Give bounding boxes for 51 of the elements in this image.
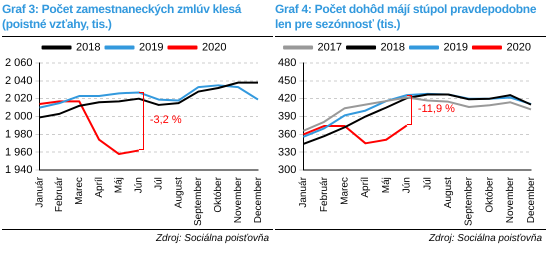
x-tick-label: Júl [422,177,434,190]
y-tick-label: 330 [278,146,296,158]
chart-title: Graf 3: Počet zamestnaneckých zmlúv klesá (poistné vzťahy, tis.) [2,2,273,37]
x-tick-label: December [252,176,264,224]
x-tick-label: August [173,176,184,208]
x-tick-label: Február [54,176,66,212]
x-tick-label: Marec [339,177,350,205]
x-tick-label: Január [34,176,46,208]
legend-label: 2018 [380,42,406,54]
x-tick-label: Január [298,176,310,208]
text: Zdroj: Sociálna poisťovňa [156,233,269,244]
x-tick-label: Marec [74,177,85,205]
x-tick-label: Február [318,176,330,212]
x-tick-label: Apríl [94,177,105,198]
text: Zdroj: Sociálna poisťovňa [428,233,542,244]
legend-label: 2019 [444,42,468,54]
legend-label: 2018 [76,42,101,54]
x-tick-label: Október [213,176,224,213]
y-tick-label: 450 [278,74,296,87]
x-tick-label: September [464,176,475,226]
x-tick-label: September [193,176,204,226]
x-tick-label: November [232,176,244,224]
chart-title: Graf 4: Počet dohôd májí stúpol pravdepodobne len pre sezónnosť (tis.) [275,2,546,37]
y-tick-label: 420 [278,92,296,105]
x-tick-label: Máj [114,177,125,194]
x-tick-label: November [505,176,516,224]
y-tick-label: 2 000 [4,110,33,123]
x-tick-label: August [442,176,454,208]
y-tick-label: 1 940 [4,164,33,176]
legend-label: 2019 [139,42,164,54]
y-tick-label: 390 [278,110,296,123]
x-tick-label: Október [484,176,496,213]
annotation: -11,9 % [418,103,455,116]
legend-label: 2020 [202,42,226,54]
x-tick-label: Máj [380,177,392,194]
y-tick-label: 1 960 [4,146,33,158]
y-tick-label: 300 [278,164,296,176]
x-tick-label: Jún [134,177,145,194]
y-tick-label: 2 040 [4,74,33,87]
x-tick-label: Jún [402,177,413,194]
y-tick-label: 2 020 [4,92,33,105]
y-tick-label: 1 980 [4,128,33,140]
y-tick-label: 360 [278,128,296,140]
y-tick-label: 480 [278,57,296,70]
x-tick-label: Júl [153,177,164,190]
legend-label: 2020 [506,42,531,54]
y-tick-label: 2 060 [4,57,33,70]
x-tick-label: December [526,176,537,224]
x-tick-label: Apríl [360,177,372,198]
legend-label: 2017 [318,42,342,54]
annotation: -3,2 % [150,114,182,126]
